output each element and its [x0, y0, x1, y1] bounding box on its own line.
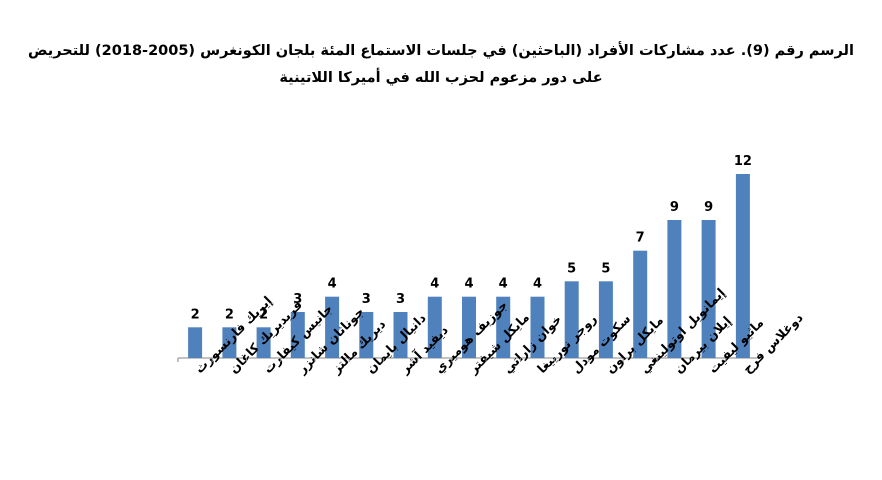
data-label-6: 3 [362, 292, 371, 307]
data-label-16: 9 [704, 200, 713, 215]
bar-13 [598, 281, 613, 358]
data-label-7: 3 [396, 292, 405, 307]
data-label-12: 5 [567, 261, 576, 276]
data-label-1: 2 [191, 307, 200, 322]
data-label-15: 9 [670, 200, 679, 215]
data-label-2: 2 [225, 307, 234, 322]
data-label-4: 3 [293, 292, 302, 307]
bar-15 [667, 220, 682, 358]
bar-4 [290, 312, 305, 358]
bar-5 [325, 296, 340, 358]
bar-16 [701, 220, 716, 358]
data-label-11: 4 [533, 277, 542, 292]
bar-12 [564, 281, 579, 358]
bar-6 [359, 312, 374, 358]
data-labels-group: 2 2 2 3 4 3 3 4 4 4 4 5 5 7 9 9 12 [191, 154, 752, 322]
bar-8 [427, 296, 442, 358]
chart-title-line-2: على دور مزعوم لحزب الله في أميركا اللاتي… [279, 70, 603, 86]
data-label-10: 4 [499, 277, 508, 292]
data-label-3: 2 [259, 307, 268, 322]
bar-2 [222, 327, 237, 358]
data-label-14: 7 [636, 231, 645, 246]
bars-group [188, 174, 750, 358]
data-label-9: 4 [464, 277, 473, 292]
bar-11 [530, 296, 545, 358]
data-label-13: 5 [601, 261, 610, 276]
bar-17 [735, 174, 750, 358]
bar-14 [633, 250, 648, 358]
data-label-8: 4 [430, 277, 439, 292]
chart-title-line-1: الرسم رقم (9). عدد مشاركات الأفراد (البا… [28, 43, 854, 59]
bar-9 [462, 296, 476, 358]
data-label-5: 4 [328, 277, 337, 292]
chart-title: الرسم رقم (9). عدد مشاركات الأفراد (البا… [0, 38, 882, 92]
bar-3 [256, 327, 271, 358]
bar-1 [188, 327, 203, 358]
bar-10 [496, 296, 511, 358]
bar-7 [393, 312, 408, 358]
data-label-17: 12 [734, 154, 752, 169]
